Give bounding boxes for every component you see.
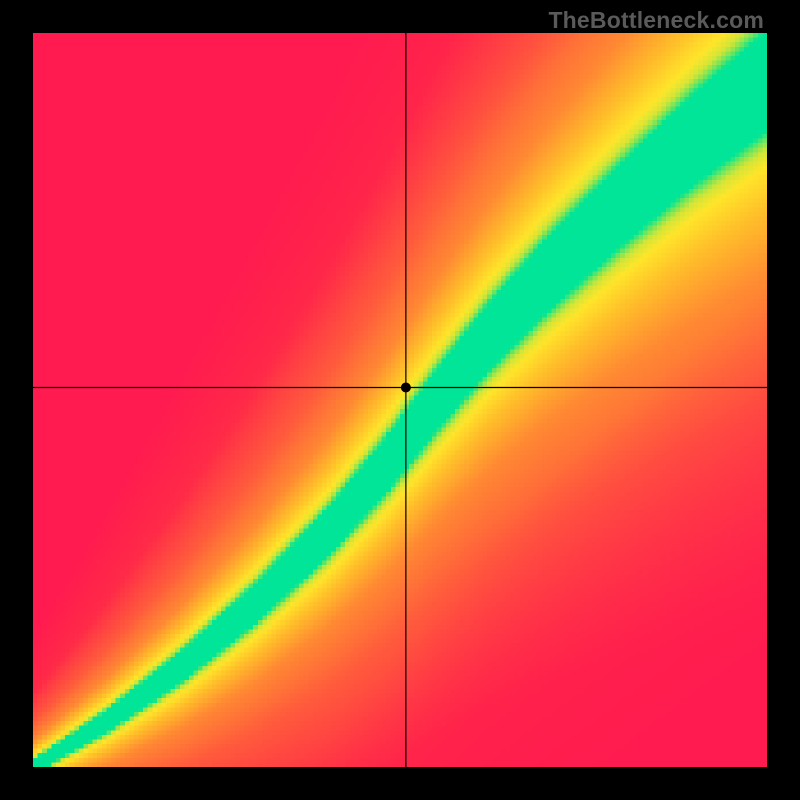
chart-container: TheBottleneck.com <box>0 0 800 800</box>
watermark-text: TheBottleneck.com <box>548 7 764 34</box>
bottleneck-heatmap <box>33 33 767 767</box>
